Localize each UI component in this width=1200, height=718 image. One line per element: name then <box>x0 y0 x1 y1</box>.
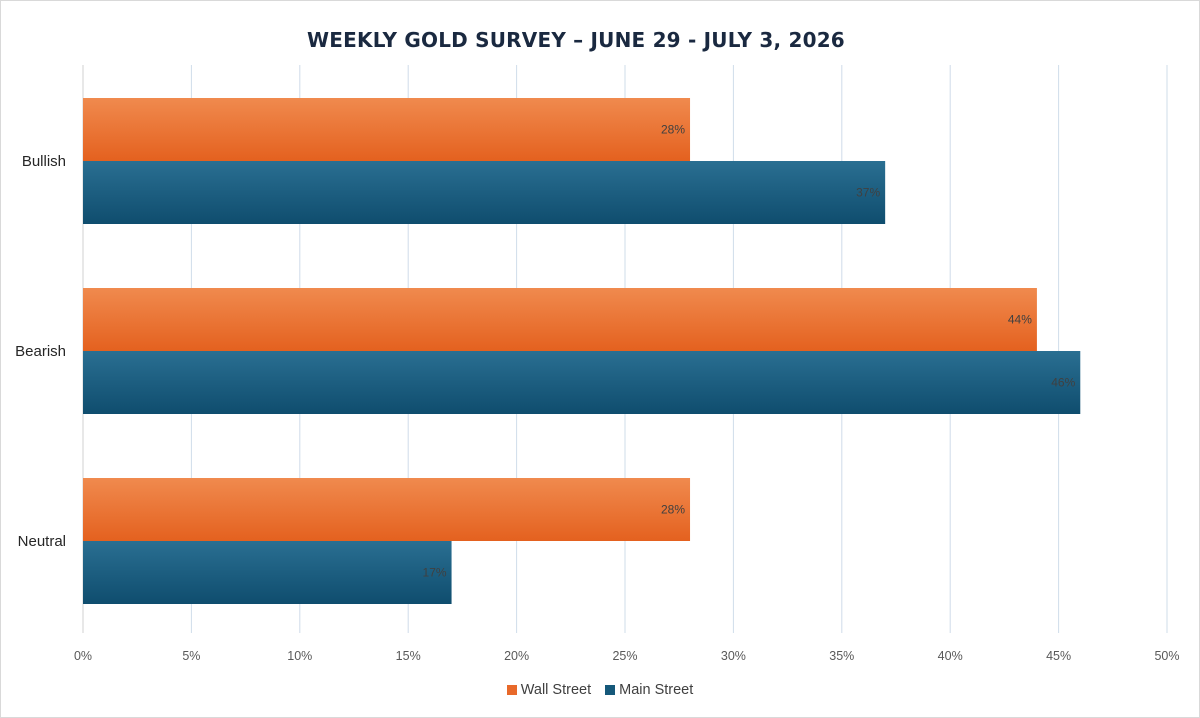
data-label-neutral-wall-street: 28% <box>661 503 685 517</box>
category-label-bearish: Bearish <box>15 343 66 360</box>
x-tick-label-45: 45% <box>1046 649 1071 663</box>
bar-neutral-wall-street <box>83 478 691 541</box>
x-tick-label-15: 15% <box>396 649 421 663</box>
chart-title: WEEKLY GOLD SURVEY – JUNE 29 - JULY 3, 2… <box>307 28 845 52</box>
x-tick-label-5: 5% <box>182 649 200 663</box>
x-tick-label-40: 40% <box>938 649 963 663</box>
bars <box>83 98 1081 604</box>
category-label-neutral: Neutral <box>18 533 66 550</box>
legend-label-wall-street: Wall Street <box>520 682 592 698</box>
data-label-bearish-wall-street: 44% <box>1008 313 1032 327</box>
x-tick-label-50: 50% <box>1154 649 1179 663</box>
data-label-bearish-main-street: 46% <box>1051 376 1075 390</box>
legend-swatch-wall-street <box>506 685 517 695</box>
x-tick-label-10: 10% <box>287 649 312 663</box>
bar-bullish-main-street <box>83 161 886 224</box>
data-label-neutral-main-street: 17% <box>423 566 447 580</box>
bar-bullish-wall-street <box>83 98 691 161</box>
data-label-bullish-wall-street: 28% <box>661 123 685 137</box>
category-label-bullish: Bullish <box>22 153 66 170</box>
legend-swatch-main-street <box>605 685 616 695</box>
legend-label-main-street: Main Street <box>619 682 694 698</box>
legend-item-main-street: Main Street <box>605 682 693 698</box>
data-label-bullish-main-street: 37% <box>856 186 880 200</box>
x-tick-label-20: 20% <box>504 649 529 663</box>
x-tick-label-30: 30% <box>721 649 746 663</box>
x-tick-label-0: 0% <box>74 649 92 663</box>
labels: 0% 5% 10% 15% 20% 25% 30% 35% 40% 45% 50% 28% 37% Bul… <box>15 123 1179 664</box>
bar-neutral-main-street <box>83 541 452 604</box>
bar-bearish-main-street <box>83 351 1081 414</box>
legend-item-wall-street: Wall Street <box>506 682 592 698</box>
bar-bearish-wall-street <box>83 288 1037 351</box>
x-tick-label-25: 25% <box>612 649 637 663</box>
legend: Wall Street Main Street <box>0 682 1200 698</box>
x-tick-label-35: 35% <box>829 649 854 663</box>
